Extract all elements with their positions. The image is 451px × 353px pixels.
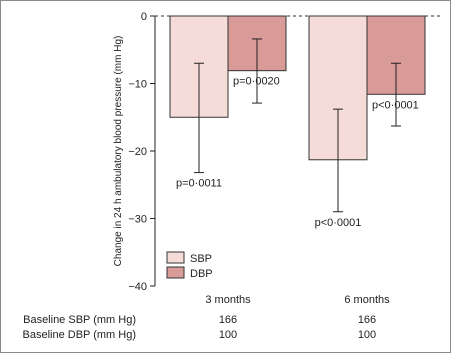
baseline-value: 100 — [358, 329, 376, 341]
baseline-value: 100 — [219, 329, 237, 341]
p-value-label: p=0·0020 — [233, 76, 280, 88]
category-label: 3 months — [205, 294, 251, 306]
bars-group — [169, 15, 426, 161]
p-value-label: p<0·0001 — [372, 99, 419, 111]
y-axis-label: Change in 24 h ambulatory blood pressure… — [113, 36, 124, 267]
baseline-row-label: Baseline SBP (mm Hg) — [23, 314, 136, 326]
y-tick-label: −40 — [128, 281, 147, 293]
baseline-value: 166 — [219, 314, 237, 326]
y-tick-label: −10 — [128, 79, 147, 91]
y-tick-label: 0 — [141, 11, 147, 23]
y-tick-label: −20 — [128, 146, 147, 158]
p-value-label: p<0·0001 — [315, 217, 362, 229]
chart-plot-area: 0 −10 −20 −30 −40 Change in 24 h ambulatory b… — [113, 11, 440, 293]
error-bars-group — [194, 38, 401, 213]
legend-swatch-sbp — [166, 251, 185, 264]
baseline-value: 166 — [358, 314, 376, 326]
legend-swatch-dbp — [166, 266, 185, 279]
p-value-label: p=0·0011 — [176, 178, 222, 190]
legend-label-dbp: DBP — [190, 268, 213, 280]
legend: SBP DBP — [166, 251, 213, 280]
category-label: 6 months — [344, 294, 390, 306]
y-tick-label: −30 — [128, 214, 147, 226]
labels-group: p=0·0011 p=0·0020 3 months p<0·0001 p<0·0001… — [176, 76, 419, 306]
baseline-table: Baseline SBP (mm Hg) 166 166 Baseline DBP (… — [23, 314, 377, 341]
legend-label-sbp: SBP — [190, 253, 212, 265]
baseline-row-label: Baseline DBP (mm Hg) — [23, 329, 137, 341]
